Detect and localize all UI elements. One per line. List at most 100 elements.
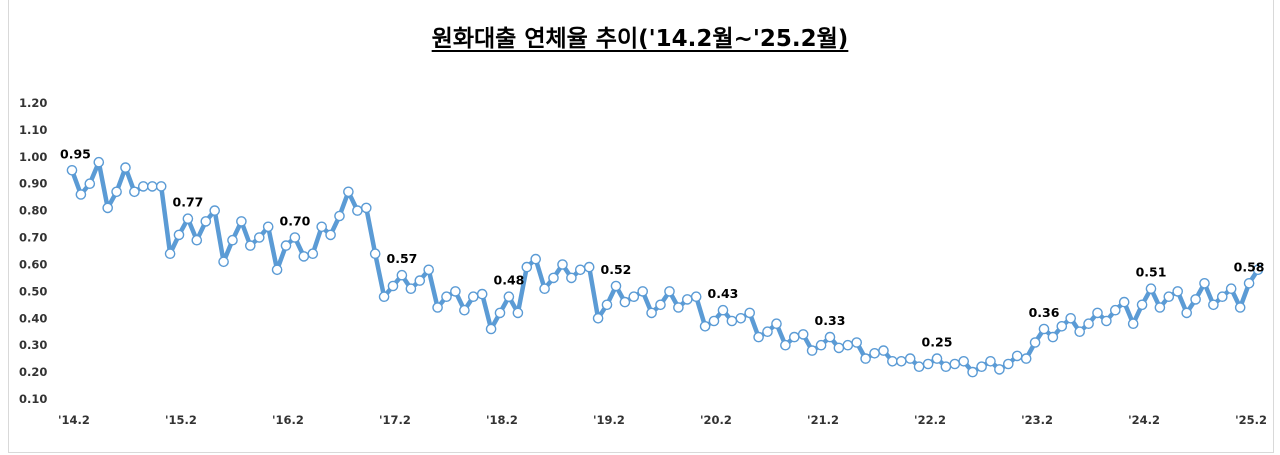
data-label: 0.43 [708, 286, 739, 301]
data-point [182, 213, 194, 224]
x-tick-label: '21.2 [807, 413, 839, 427]
data-point [316, 221, 328, 233]
data-point [1092, 307, 1103, 319]
data-point [682, 294, 693, 305]
data-point [806, 345, 818, 356]
x-tick-label: '14.2 [58, 413, 90, 427]
data-point [1065, 312, 1076, 324]
data-point [824, 331, 836, 343]
x-tick-label: '22.2 [914, 413, 946, 427]
data-point [717, 304, 729, 316]
data-point [592, 312, 604, 324]
data-label: 0.58 [1234, 259, 1265, 274]
data-point [494, 307, 506, 319]
data-point [967, 366, 978, 378]
y-tick-label: 0.50 [19, 284, 47, 298]
data-point [75, 189, 87, 200]
data-point [325, 229, 336, 241]
data-point [280, 240, 292, 251]
data-point [102, 202, 113, 214]
data-point [815, 339, 827, 351]
data-point [396, 269, 408, 281]
x-tick-label: '15.2 [165, 413, 197, 427]
data-point [271, 264, 283, 276]
x-tick-label: '16.2 [272, 413, 304, 427]
data-point [922, 358, 934, 370]
y-tick-label: 0.40 [19, 311, 47, 325]
data-point [726, 315, 738, 327]
chart-title: 원화대출 연체율 추이('14.2월~'25.2월) [0, 19, 1280, 53]
data-point [93, 156, 105, 168]
data-point [191, 234, 203, 246]
y-tick-label: 0.30 [19, 338, 47, 352]
data-point [1047, 331, 1059, 343]
data-labels: 0.95 0.77 0.70 0.57 0.48 0.52 0.43 0.33 0.25 0.36… [60, 146, 1265, 349]
data-point [137, 181, 149, 192]
data-point [467, 291, 479, 303]
data-point [530, 253, 542, 265]
data-point [1208, 299, 1219, 311]
data-point [1199, 277, 1210, 289]
data-point [1118, 296, 1130, 308]
data-label: 0.48 [494, 273, 525, 288]
data-point [896, 355, 907, 367]
data-point [1038, 323, 1050, 335]
data-point [557, 259, 568, 270]
data-point [1163, 291, 1175, 303]
data-point [298, 251, 310, 262]
data-point [1154, 302, 1166, 313]
data-point [343, 186, 354, 198]
y-tick-label: 0.70 [19, 231, 47, 245]
data-point [155, 181, 167, 192]
data-point [227, 234, 238, 246]
data-point [1225, 283, 1237, 295]
data-label: 0.70 [280, 214, 311, 229]
data-point [673, 302, 684, 313]
data-point [1136, 299, 1148, 311]
data-point [699, 320, 711, 332]
y-axis: 1.20 1.10 1.00 0.90 0.80 0.70 0.60 0.50 0.40 0.30… [19, 96, 47, 406]
data-point [164, 248, 176, 259]
data-point [262, 221, 274, 233]
data-point [646, 307, 657, 319]
data-point [771, 318, 782, 330]
data-point [459, 304, 470, 316]
data-point [1011, 350, 1023, 362]
data-point [1243, 277, 1255, 289]
data-point [1029, 337, 1041, 348]
data-label: 0.57 [387, 251, 418, 266]
data-point [583, 261, 595, 273]
data-point [860, 353, 871, 364]
data-point [405, 283, 417, 295]
data-point [476, 288, 488, 300]
x-tick-label: '19.2 [593, 413, 625, 427]
data-point [450, 286, 461, 297]
data-point [851, 337, 863, 348]
data-point [735, 312, 747, 324]
data-point [521, 261, 533, 273]
data-point [655, 299, 666, 311]
data-point [628, 291, 640, 303]
data-point [307, 248, 319, 259]
data-point [334, 210, 345, 222]
data-label: 0.77 [173, 195, 204, 210]
data-point [789, 331, 800, 343]
data-point [539, 283, 550, 295]
x-tick-label: '18.2 [486, 413, 518, 427]
x-tick-label: '25.2 [1235, 413, 1267, 427]
data-point [887, 355, 898, 367]
data-point [146, 181, 158, 192]
data-label: 0.36 [1029, 305, 1060, 320]
data-point [512, 307, 524, 319]
data-point [352, 205, 363, 216]
data-point [994, 364, 1005, 375]
data-point [1003, 358, 1014, 370]
data-point [637, 286, 649, 297]
data-label: 0.25 [922, 335, 953, 350]
y-tick-label: 0.90 [19, 177, 47, 191]
y-tick-label: 1.00 [19, 150, 47, 164]
data-point [869, 347, 880, 359]
data-point [209, 205, 220, 216]
data-point [976, 361, 987, 373]
data-point [1190, 294, 1201, 305]
